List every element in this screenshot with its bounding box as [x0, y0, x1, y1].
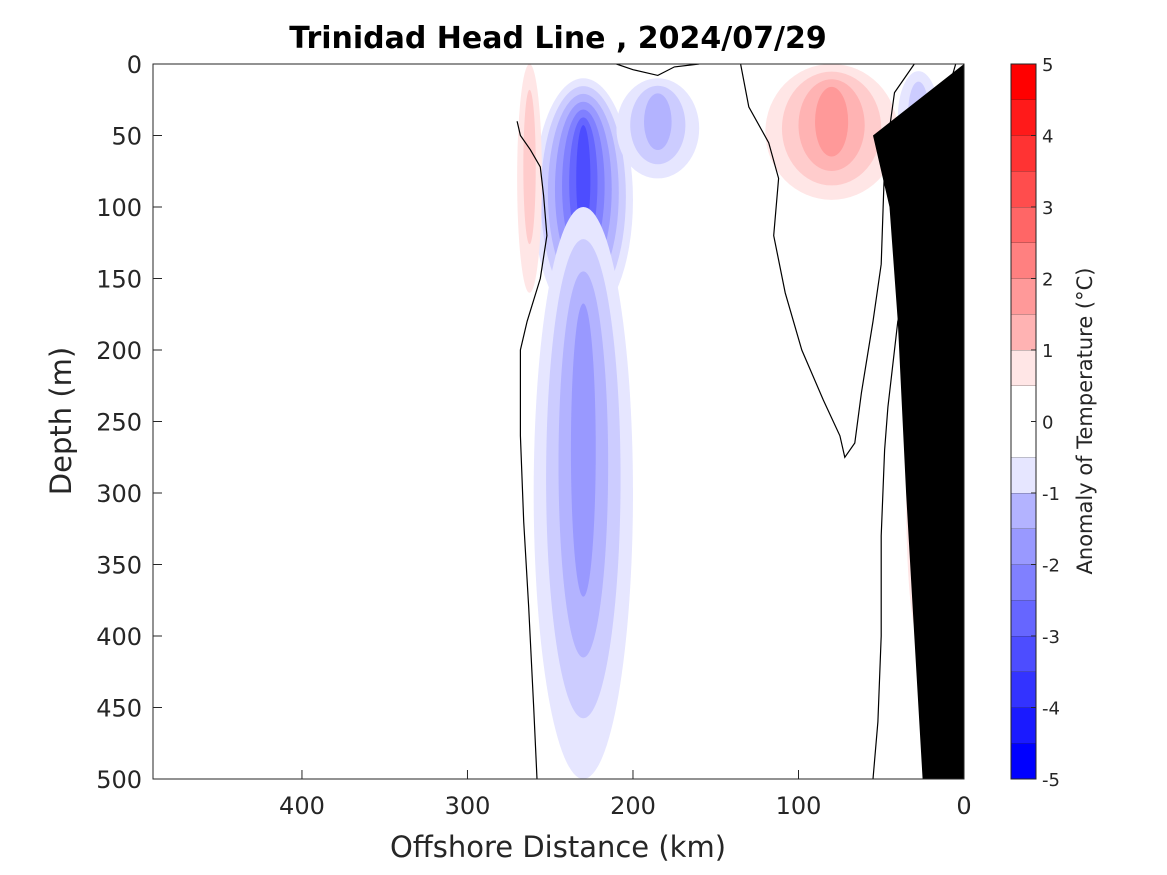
y-tick-label: 450 [96, 695, 142, 723]
y-tick-label: 250 [96, 409, 142, 437]
anomaly-patch [576, 125, 591, 233]
y-tick-label: 300 [96, 480, 142, 508]
x-axis-title: Offshore Distance (km) [390, 830, 726, 864]
colorbar-tick-label: -1 [1042, 484, 1060, 505]
y-tick-label: 200 [96, 337, 142, 365]
y-tick-label: 350 [96, 552, 142, 580]
chart-title: Trinidad Head Line , 2024/07/29 [289, 21, 826, 56]
colorbar-title: Anomaly of Temperature (°C) [1073, 268, 1097, 575]
zero-contour-line [740, 64, 915, 459]
colorbar-band [1011, 600, 1036, 636]
colorbar-tick-label: 4 [1042, 127, 1053, 148]
colorbar-band [1011, 493, 1036, 529]
x-tick-label: 0 [956, 792, 971, 820]
anomaly-patch [570, 303, 596, 597]
colorbar-tick-label: -5 [1042, 770, 1060, 791]
colorbar-tick-label: 3 [1042, 198, 1053, 219]
anomaly-patch [815, 86, 849, 157]
colorbar-tick-label: -2 [1042, 556, 1060, 577]
colorbar-tick-label: -3 [1042, 627, 1060, 648]
colorbar-band [1011, 207, 1036, 243]
colorbar-band [1011, 64, 1036, 100]
bottom-topography [873, 64, 964, 779]
colorbar-tick-label: 2 [1042, 270, 1053, 291]
colorbar-tick-label: 5 [1042, 55, 1053, 76]
colorbar: 5 4 3 2 1 0 -1 -2 -3 -4 -5 [1010, 55, 1060, 791]
colorbar-band [1011, 671, 1036, 708]
colorbar-tick-label: 1 [1042, 341, 1053, 362]
colorbar-band [1011, 564, 1036, 601]
x-axis: 400 300 200 100 0 [279, 770, 972, 820]
y-tick-label: 500 [96, 766, 142, 794]
anomaly-fields [517, 64, 940, 779]
colorbar-band [1011, 99, 1036, 136]
colorbar-tick-label: -4 [1042, 699, 1060, 720]
anomaly-patch [644, 93, 672, 151]
colorbar-band [1011, 636, 1036, 672]
y-tick-label: 400 [96, 623, 142, 651]
y-tick-label: 50 [111, 123, 142, 151]
x-tick-label: 100 [776, 792, 822, 820]
colorbar-tick-label: 0 [1042, 413, 1053, 434]
zero-contour-line [516, 121, 548, 779]
colorbar-band [1011, 314, 1036, 350]
colorbar-band [1011, 135, 1036, 172]
colorbar-band [1011, 743, 1036, 779]
y-tick-label: 0 [127, 51, 142, 79]
y-axis: 0 50 100 150 200 250 300 350 400 450 500 [96, 51, 162, 794]
colorbar-band [1011, 278, 1036, 315]
x-tick-label: 300 [445, 792, 491, 820]
seafloor-mask [873, 64, 964, 779]
colorbar-band [1011, 457, 1036, 493]
zero-contour-line [616, 64, 700, 77]
y-axis-title: Depth (m) [44, 347, 78, 495]
y-tick-label: 100 [96, 194, 142, 222]
anomaly-patch [523, 89, 536, 245]
colorbar-band [1011, 528, 1036, 565]
x-tick-label: 400 [279, 792, 325, 820]
colorbar-band [1011, 350, 1036, 386]
y-tick-label: 150 [96, 266, 142, 294]
colorbar-band [1011, 171, 1036, 207]
colorbar-band [1011, 242, 1036, 279]
colorbar-band [1011, 707, 1036, 744]
x-tick-label: 200 [610, 792, 656, 820]
